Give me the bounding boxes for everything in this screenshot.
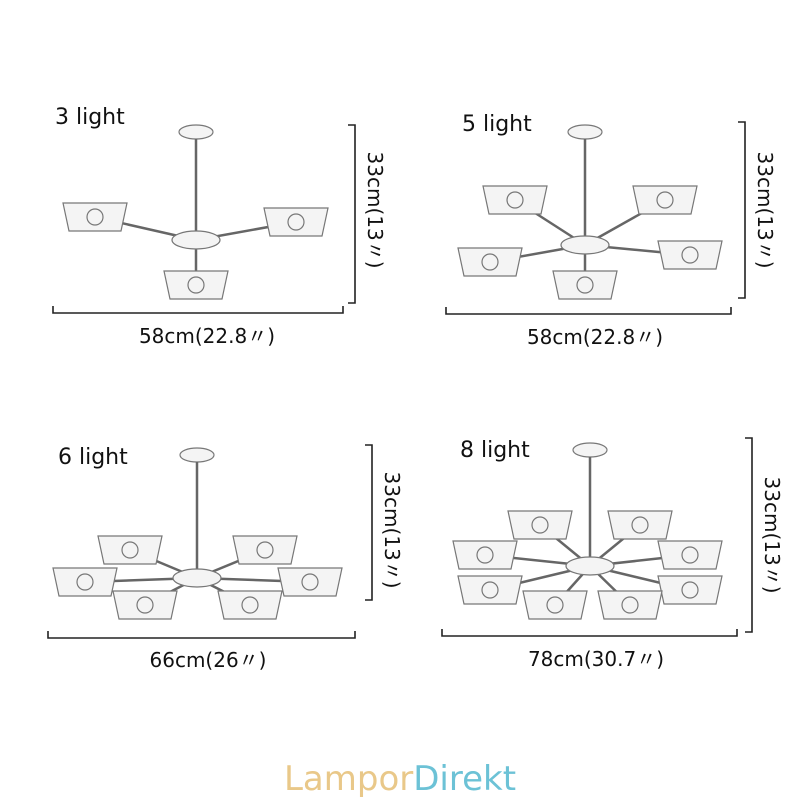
lamp-part bbox=[136, 596, 154, 614]
lamp-part bbox=[256, 541, 274, 559]
lamp-part bbox=[572, 442, 608, 458]
lamp-part bbox=[178, 124, 214, 140]
panel-label: 5 light bbox=[462, 112, 532, 137]
width-text: 78cm(30.7〃) bbox=[528, 647, 664, 671]
panel-label: 3 light bbox=[55, 105, 125, 130]
panel-label: 6 light bbox=[58, 445, 128, 470]
lamp-part bbox=[481, 253, 499, 271]
lamp-part bbox=[301, 573, 319, 591]
lamp-part bbox=[179, 447, 215, 463]
lamp-part bbox=[681, 546, 699, 564]
panel-label: 8 light bbox=[460, 438, 530, 463]
lamp-part bbox=[681, 246, 699, 264]
lamp-part bbox=[506, 191, 524, 209]
width-text: 58cm(22.8〃) bbox=[527, 325, 663, 349]
width-line bbox=[52, 306, 344, 314]
height-text: 33cm(13〃) bbox=[380, 472, 404, 589]
lamp-part bbox=[76, 573, 94, 591]
width-line bbox=[47, 631, 356, 639]
lamp-sketches bbox=[52, 124, 723, 620]
height-text: 33cm(13〃) bbox=[753, 152, 777, 269]
lamp-part bbox=[172, 568, 222, 588]
lamp-part bbox=[631, 516, 649, 534]
height-text: 33cm(13〃) bbox=[760, 477, 784, 594]
brand-logo: LamporDirekt bbox=[284, 759, 516, 799]
height-line bbox=[745, 437, 753, 633]
width-text: 66cm(26〃) bbox=[150, 648, 267, 672]
lamp-part bbox=[681, 581, 699, 599]
lamp-part bbox=[576, 276, 594, 294]
lamp-part bbox=[121, 541, 139, 559]
brand-part: Direkt bbox=[413, 759, 516, 799]
lamp-part bbox=[531, 516, 549, 534]
lamp-part bbox=[171, 230, 221, 250]
lamp-part bbox=[621, 596, 639, 614]
height-text: 33cm(13〃) bbox=[363, 152, 387, 269]
lamp-part bbox=[656, 191, 674, 209]
lamp-part bbox=[565, 556, 615, 576]
lamp-part bbox=[567, 124, 603, 140]
brand-part: Lampor bbox=[284, 759, 413, 799]
lamp-part bbox=[476, 546, 494, 564]
lamp-part bbox=[187, 276, 205, 294]
lamp-part bbox=[241, 596, 259, 614]
height-line bbox=[348, 124, 356, 304]
height-line bbox=[365, 444, 373, 601]
lamp-part bbox=[546, 596, 564, 614]
width-line bbox=[441, 629, 738, 637]
lamp-part bbox=[560, 235, 610, 255]
width-text: 58cm(22.8〃) bbox=[139, 324, 275, 348]
height-line bbox=[738, 121, 746, 299]
lamp-part bbox=[481, 581, 499, 599]
lamp-part bbox=[86, 208, 104, 226]
width-line bbox=[445, 307, 732, 315]
lamp-part bbox=[287, 213, 305, 231]
